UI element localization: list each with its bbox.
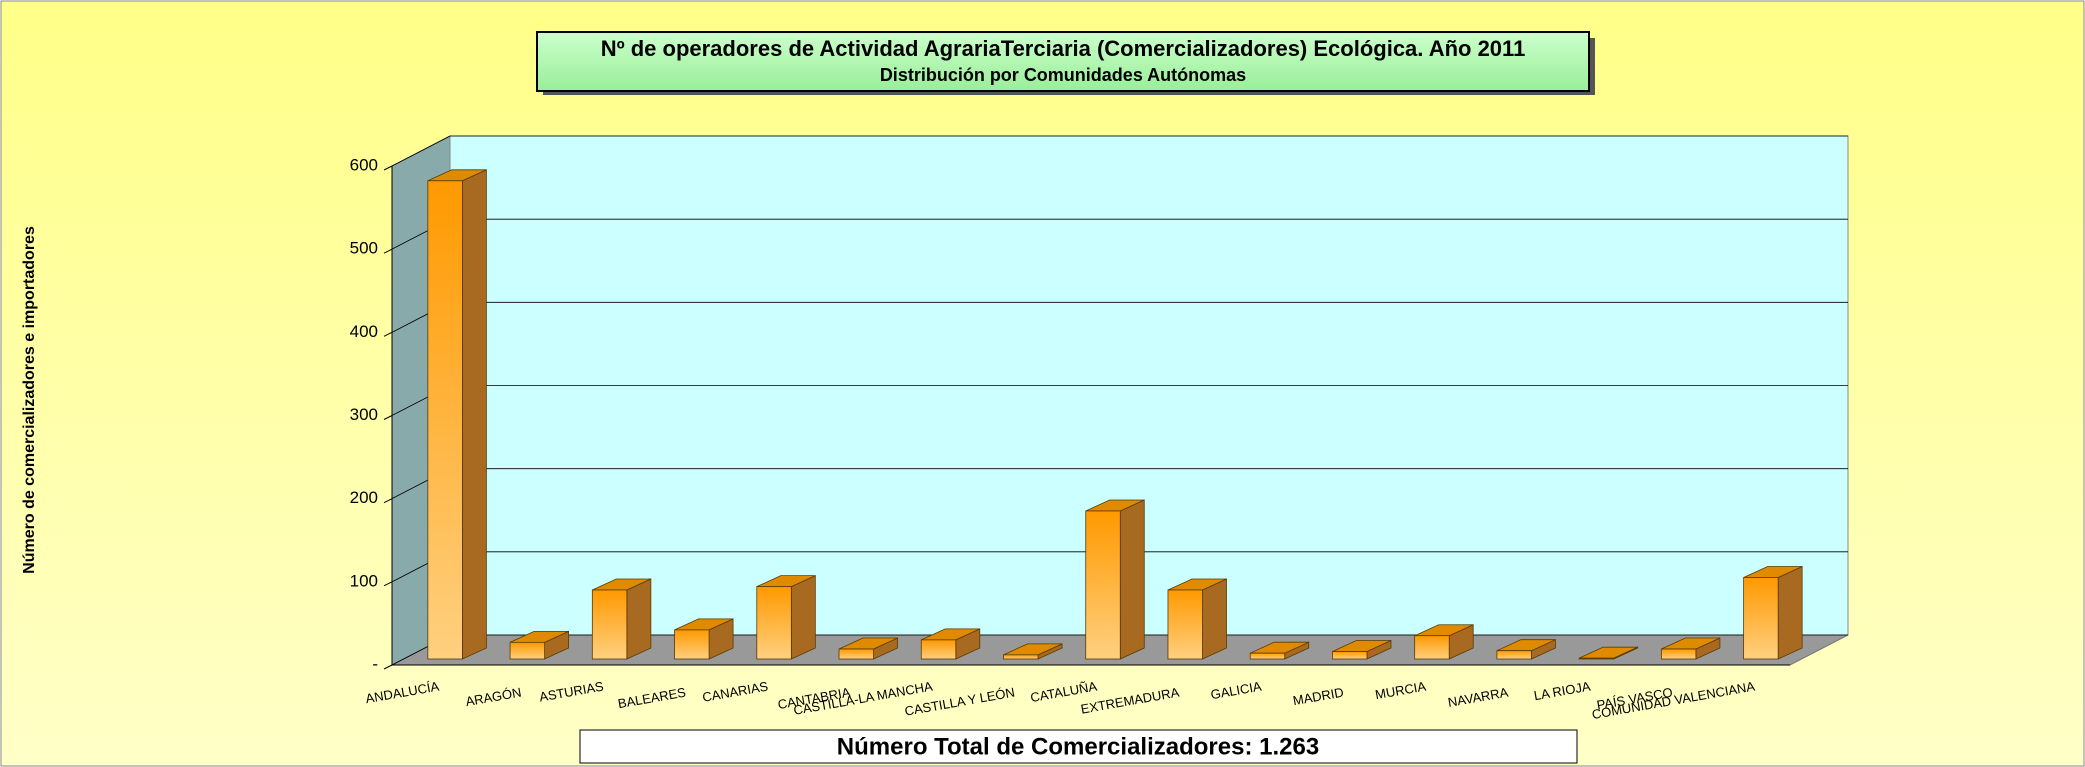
bar [1660, 648, 1697, 660]
y-tick-label: 300 [350, 405, 378, 424]
bar [1003, 654, 1039, 660]
footer-text: Número Total de Comercializadores: 1.263 [837, 733, 1319, 760]
tick-mark [383, 498, 393, 504]
bar [1332, 651, 1368, 660]
y-tick-label: - [372, 654, 378, 673]
y-tick-label: 200 [350, 488, 378, 507]
bar-side [1119, 499, 1145, 660]
bar-side [461, 169, 487, 660]
bar [756, 586, 792, 660]
chart-subtitle: Distribución por Comunidades Autónomas [880, 65, 1246, 85]
bar [1249, 652, 1286, 660]
tick-mark [383, 248, 393, 254]
bar [674, 629, 710, 660]
bar [509, 641, 546, 660]
bar [838, 648, 874, 660]
chart-title: Nº de operadores de Actividad AgrariaTer… [601, 36, 1526, 61]
grid-line [391, 135, 1848, 167]
y-tick-label: 500 [350, 239, 378, 258]
tick-mark [383, 331, 393, 337]
bar-side [1202, 578, 1227, 660]
tick-mark [383, 581, 393, 587]
bar [1414, 635, 1450, 660]
tick-mark [383, 165, 393, 171]
bar [591, 589, 628, 660]
bar [427, 180, 463, 660]
tick-mark [383, 664, 393, 670]
bar-side [626, 578, 652, 660]
footer-box [579, 729, 1578, 764]
bar [1496, 650, 1532, 660]
bar [920, 639, 957, 660]
bar [1167, 589, 1203, 660]
bar [1578, 657, 1615, 660]
bar [1743, 577, 1779, 660]
y-axis-label: Número de comercializadores e importador… [21, 226, 38, 574]
y-tick-label: 600 [350, 155, 378, 174]
y-tick-label: 100 [350, 571, 378, 590]
title-box [536, 31, 1590, 92]
bar [1085, 510, 1121, 660]
y-tick-label: 400 [350, 322, 378, 341]
tick-mark [383, 415, 393, 420]
bar-side [790, 575, 816, 660]
bar-side [1777, 565, 1803, 660]
